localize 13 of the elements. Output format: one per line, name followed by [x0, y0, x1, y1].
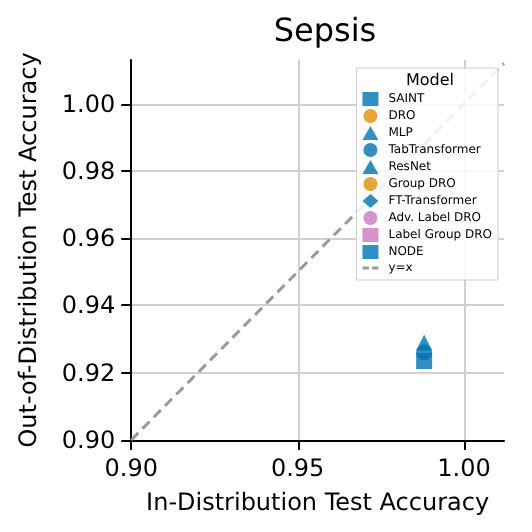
y-tick-label: 1.00 — [61, 89, 116, 118]
x-tick-label: 0.90 — [104, 454, 158, 482]
y-tick-label: 0.94 — [61, 291, 116, 320]
y-axis-title: Out-of-Distribution Test Accuracy — [14, 52, 42, 448]
x-tick-label: 1.00 — [437, 454, 491, 482]
x-tick-label: 0.95 — [270, 454, 325, 482]
chart-title: Sepsis — [273, 11, 377, 49]
x-axis-title: In-Distribution Test Accuracy — [146, 487, 490, 516]
legend-title: Model — [405, 71, 455, 89]
y-tick-label: 0.96 — [61, 224, 116, 253]
y-tick-label: 0.98 — [61, 156, 116, 185]
y-tick-label: 0.92 — [61, 358, 116, 387]
y-tick-label: 0.90 — [61, 426, 116, 454]
